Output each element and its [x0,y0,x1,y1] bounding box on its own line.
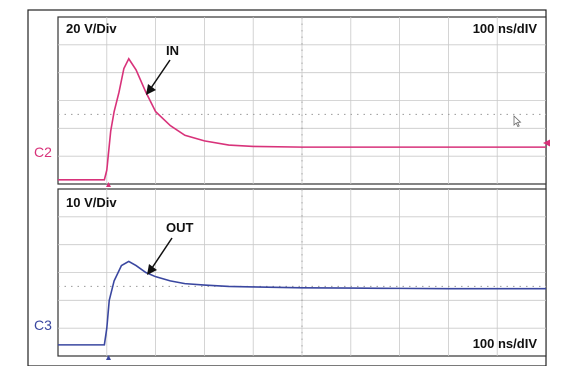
c3-vertical-scale: 10 V/Div [66,195,117,210]
c3-horizontal-scale: 100 ns/dIV [473,336,538,351]
panel-bottom: 10 V/Div 100 ns/dIV OUT C3 [34,188,547,360]
c3-channel-label: C3 [34,317,52,333]
panel-top: 20 V/Div 100 ns/dIV IN C2 [34,16,550,187]
c2-channel-label: C2 [34,144,52,160]
c2-trigger-marker [106,182,111,187]
c2-vertical-scale: 20 V/Div [66,21,117,36]
outer-frame [27,9,547,366]
c3-trigger-marker [106,355,111,360]
in-arrow [146,59,171,95]
cursor-icon [513,115,522,128]
panel-bottom-grid [58,189,546,356]
c3-trace [58,260,546,346]
c2-ground-marker [543,139,550,147]
in-annotation: IN [166,43,179,58]
out-arrow [147,237,173,275]
panel-top-grid [58,17,546,184]
out-annotation: OUT [166,220,194,235]
c2-trace [58,57,546,181]
c2-horizontal-scale: 100 ns/dIV [473,21,538,36]
